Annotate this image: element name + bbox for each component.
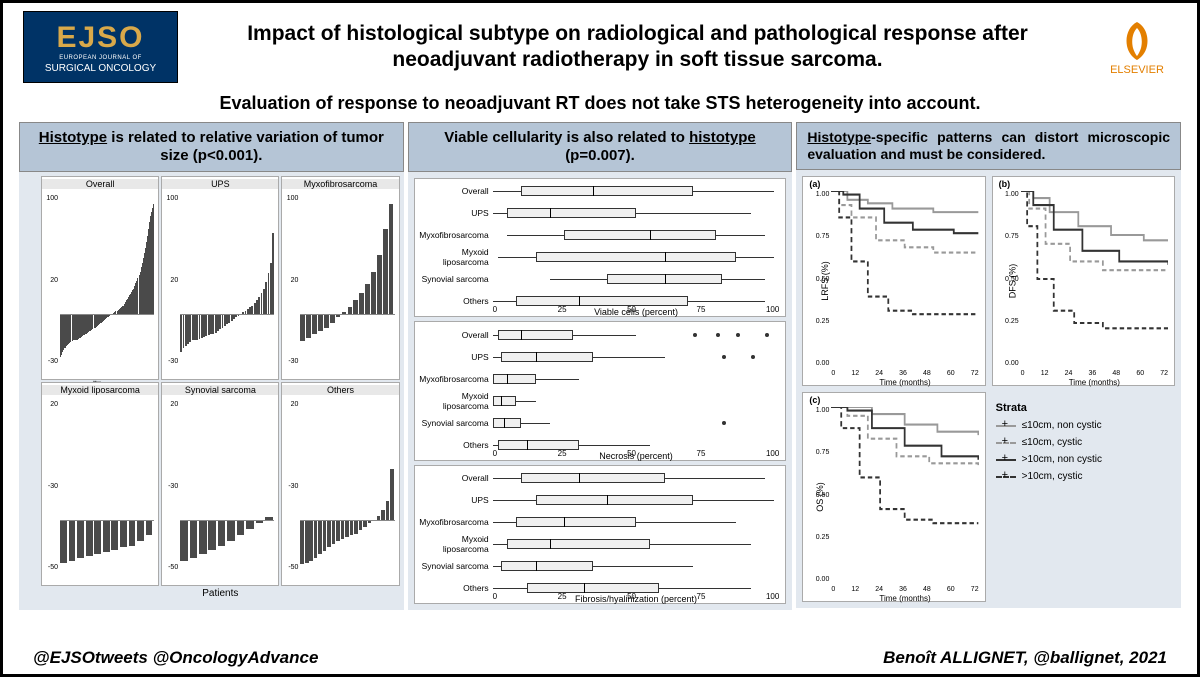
ejso-logo: EJSO EUROPEAN JOURNAL OF SURGICAL ONCOLO… [23, 11, 178, 83]
header: EJSO EUROPEAN JOURNAL OF SURGICAL ONCOLO… [3, 3, 1197, 87]
km-plot-c: (c)OS (%)1.000.750.500.250.0001224364860… [802, 392, 985, 602]
panel-waterfall: Histotype is related to relative variati… [19, 122, 404, 610]
page-title: Impact of histological subtype on radiol… [198, 21, 1077, 74]
waterfall-ups: UPS10020-30 [161, 176, 279, 380]
elsevier-label: ELSEVIER [1110, 64, 1164, 76]
waterfall-others: Others20-30-50 [281, 382, 399, 586]
panels-row: Histotype is related to relative variati… [3, 122, 1197, 610]
panel-km: Histotype-specific patterns can distort … [796, 122, 1181, 610]
boxplot-fibrosis/hyalinization: OverallUPSMyxofibrosarcomaMyxoid liposar… [414, 465, 787, 604]
waterfall-synovial-sarcoma: Synovial sarcoma20-30-50 [161, 382, 279, 586]
km-legend: Strata≤10cm, non cystic≤10cm, cystic>10c… [992, 392, 1175, 602]
logo-line1: EUROPEAN JOURNAL OF [59, 55, 142, 61]
panel3-header: Histotype-specific patterns can distort … [796, 122, 1181, 170]
boxplot-viable: OverallUPSMyxofibrosarcomaMyxoid liposar… [414, 178, 787, 317]
waterfall-myxoid-liposarcoma: Myxoid liposarcoma20-30-50 [41, 382, 159, 586]
panel1-header: Histotype is related to relative variati… [19, 122, 404, 172]
logo-line2: SURGICAL ONCOLOGY [45, 63, 156, 74]
logo-acronym: EJSO [56, 21, 144, 55]
panel1-xlabel: Patients [41, 588, 400, 599]
km-plot-a: (a)LRFS (%)1.000.750.500.250.00012243648… [802, 176, 985, 386]
boxplot-necrosis: OverallUPSMyxofibrosarcomaMyxoid liposar… [414, 321, 787, 460]
panel2-header: Viable cellularity is also related to hi… [408, 122, 793, 172]
panel-boxplots: Viable cellularity is also related to hi… [408, 122, 793, 610]
waterfall-overall: Overall10020-30 [41, 176, 159, 380]
footer-right: Benoît ALLIGNET, @ballignet, 2021 [883, 648, 1167, 668]
km-plot-b: (b)DFS (%)1.000.750.500.250.000122436486… [992, 176, 1175, 386]
waterfall-myxofibrosarcoma: Myxofibrosarcoma10020-30 [281, 176, 399, 380]
subtitle: Evaluation of response to neoadjuvant RT… [3, 93, 1197, 114]
footer: @EJSOtweets @OncologyAdvance Benoît ALLI… [3, 648, 1197, 668]
footer-left: @EJSOtweets @OncologyAdvance [33, 648, 318, 668]
elsevier-logo: ELSEVIER [1097, 18, 1177, 76]
